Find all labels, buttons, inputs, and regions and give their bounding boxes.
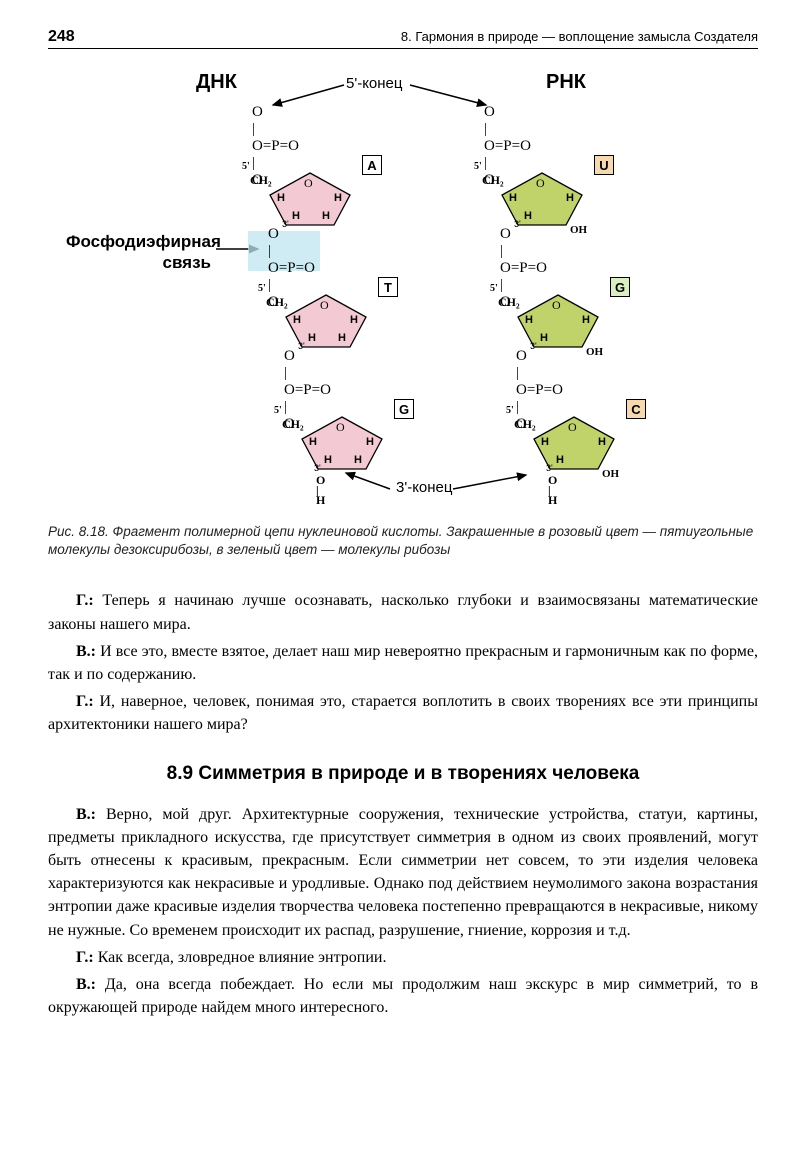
svg-text:O: O [336, 420, 345, 434]
paragraph-3: Г.: И, наверное, человек, понимая это, с… [48, 690, 758, 736]
body-text-block-1: Г.: Теперь я начинаю лучше осознавать, н… [48, 589, 758, 736]
base-box-g: G [394, 399, 414, 419]
svg-text:O: O [552, 298, 561, 312]
svg-text:H: H [366, 436, 374, 448]
svg-text:H: H [324, 454, 332, 466]
svg-text:H: H [556, 454, 564, 466]
svg-text:H: H [334, 192, 342, 204]
page-header: 248 8. Гармония в природе — воплощение з… [48, 28, 758, 49]
deoxyribose-pentagon: O H H H H 3' [296, 413, 388, 475]
svg-text:O: O [536, 176, 545, 190]
svg-text:O: O [304, 176, 313, 190]
figure-diagram: ДНК РНК 5'-конец Фосфодиэфирная связь [48, 71, 758, 511]
base-box-c: C [626, 399, 646, 419]
ribose-pentagon: O H H H 3' [528, 413, 620, 475]
svg-text:H: H [566, 192, 574, 204]
paragraph-4: В.: Верно, мой друг. Архитектурные соору… [48, 803, 758, 942]
svg-text:H: H [598, 436, 606, 448]
svg-text:H: H [541, 436, 549, 448]
svg-text:H: H [354, 454, 362, 466]
page: 248 8. Гармония в природе — воплощение з… [0, 0, 800, 1063]
dna-nucleotide-1: O|O=P=O|O 5' CH₂ O H H H H 3' A [228, 99, 388, 209]
body-text-block-2: В.: Верно, мой друг. Архитектурные соору… [48, 803, 758, 1020]
svg-text:O: O [568, 420, 577, 434]
chapter-title: 8. Гармония в природе — воплощение замыс… [401, 29, 758, 44]
section-heading: 8.9 Симметрия в природе и в творениях че… [48, 763, 758, 785]
paragraph-1: Г.: Теперь я начинаю лучше осознавать, н… [48, 589, 758, 635]
svg-text:3': 3' [314, 463, 321, 473]
phosphodiester-label: Фосфодиэфирная связь [66, 231, 211, 274]
paragraph-2: В.: И все это, вместе взятое, делает наш… [48, 640, 758, 686]
base-box-t: T [378, 277, 398, 297]
rna-nucleotide-1: O|O=P=O|O 5' CH₂ O H H H 3' OH U [460, 99, 620, 209]
paragraph-6: В.: Да, она всегда побеждает. Но если мы… [48, 973, 758, 1019]
svg-text:H: H [277, 192, 285, 204]
svg-text:H: H [525, 314, 533, 326]
rna-nucleotide-2: O|O=P=O|O 5' CH₂ O H H H 3' OH G [476, 221, 636, 331]
dna-nucleotide-2: O|O=P=O|O 5' CH₂ O H H H H 3' T [244, 221, 404, 331]
svg-text:O: O [320, 298, 329, 312]
svg-text:H: H [509, 192, 517, 204]
svg-text:H: H [350, 314, 358, 326]
svg-text:H: H [293, 314, 301, 326]
svg-text:H: H [309, 436, 317, 448]
figure-caption: Рис. 8.18. Фрагмент полимерной цепи нукл… [48, 523, 758, 559]
rna-nucleotide-3: O|O=P=O|O 5' CH₂ O H H H 3' O | H OH C [492, 343, 652, 453]
svg-text:3': 3' [546, 463, 553, 473]
base-box-g: G [610, 277, 630, 297]
paragraph-5: Г.: Как всегда, зловредное влияние энтро… [48, 946, 758, 969]
svg-text:H: H [582, 314, 590, 326]
page-number: 248 [48, 28, 75, 46]
three-prime-label: 3'-конец [396, 479, 453, 496]
dna-nucleotide-3: O|O=P=O|O 5' CH₂ O H H H H 3' O | H G [260, 343, 420, 453]
base-box-u: U [594, 155, 614, 175]
base-box-a: A [362, 155, 382, 175]
